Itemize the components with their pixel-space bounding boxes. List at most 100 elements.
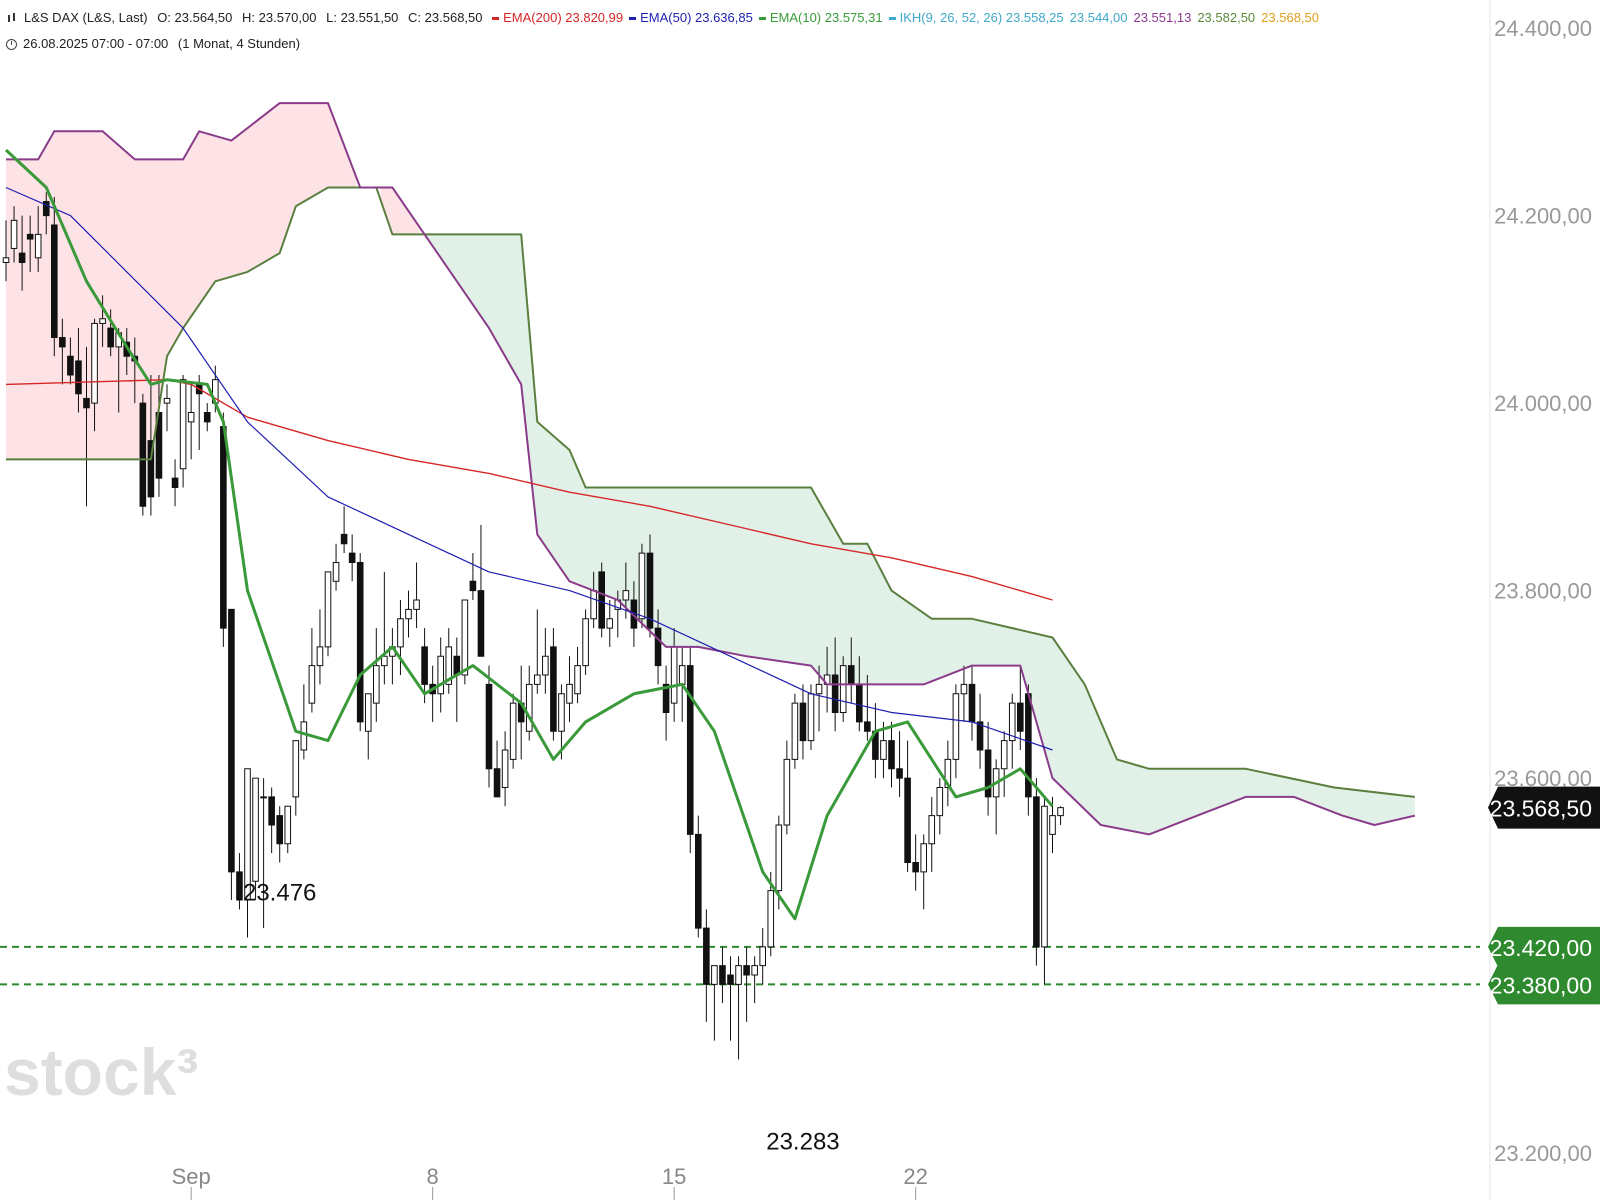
candle-body-down [847,665,855,685]
last-price-label: 23.568,50 [1490,796,1592,822]
candle-body-up [509,702,517,760]
open-value: O: 23.564,50 [157,10,233,25]
candle [437,637,444,713]
candle-body-up [1000,740,1008,770]
candle-body-up [405,608,412,620]
candle-body-down [477,590,485,657]
candle-body-down [896,768,903,779]
candle-body-up [260,796,267,799]
candle [493,740,501,798]
candle [34,206,42,272]
candle [477,525,485,657]
candle [252,777,259,900]
candle [711,965,718,1041]
candle-body-down [686,665,694,835]
candle [606,600,614,647]
candle-body-up [284,805,292,845]
candle-body-up [187,412,195,423]
candle-body-up [711,965,718,985]
candle [695,815,702,938]
candle [18,215,26,291]
candle [864,675,871,741]
candle-body-down [968,683,976,723]
watermark-logo: stock³ [4,1035,198,1109]
candle [260,778,267,929]
candlestick-icon [6,12,18,24]
candle-body-up [590,590,597,620]
candle [99,295,106,347]
candle-body-down [236,871,243,901]
candle [509,693,517,769]
candle [815,665,823,732]
candle-body-up [364,693,372,732]
candle [896,731,903,797]
level-price-label: 23.380,00 [1490,972,1592,998]
candle [10,206,18,263]
candle [936,778,944,835]
candle [992,759,1000,835]
indicator-legend: EMA(200) 23.820,99 EMA(50) 23.636,85 EMA(1… [492,10,1325,25]
candle-body-up [292,740,300,798]
candle [622,562,630,619]
candle [485,665,493,788]
y-tick-label: 24.000,00 [1494,391,1592,416]
candle-body-down [276,815,283,845]
candle [1057,806,1064,825]
candle [574,646,581,704]
indicator-swatch [492,17,500,21]
candle-body-up [332,562,340,582]
candle [727,956,734,1041]
candle-body-down [904,777,911,863]
candle [236,853,243,910]
series-senkou-b [6,102,1416,836]
candle [413,562,420,629]
symbol-name: L&S DAX (L&S, Last) [24,10,148,25]
candle [952,684,960,779]
candle [453,637,461,722]
candle [839,656,847,722]
y-tick-label: 23.200,00 [1494,1141,1592,1166]
candle-body-down [348,552,356,563]
candle [550,628,557,741]
candle-body-up [252,777,259,882]
candle [300,684,308,760]
x-tick-label: 22 [903,1164,927,1189]
candle [340,506,348,554]
candle-body-up [735,965,742,985]
candle-body-up [759,946,767,967]
candle-body-up [413,599,420,610]
candle [783,740,791,835]
candle-body-down [59,337,66,348]
candle [534,609,541,694]
indicator-2: EMA(10) 23.575,31 [758,10,883,25]
candle-body-down [727,974,734,985]
candle [59,318,66,385]
candle-body-up [445,646,453,685]
x-tick-label: 8 [427,1164,439,1189]
candle [686,646,694,854]
candle [1017,665,1024,750]
candle-body-down [340,533,348,545]
candle [51,196,58,357]
candle [373,628,380,722]
candle-body-up [99,318,106,324]
candle-body-up [244,768,251,901]
candle-body-up [678,665,686,685]
candle [171,459,179,507]
time-info: 26.08.2025 07:00 - 07:00 (1 Monat, 4 Stu… [6,36,306,51]
candle [147,375,155,516]
candle [316,609,324,685]
candle [348,534,356,582]
series-senkou-a [6,186,1415,798]
candle [904,740,911,872]
candle-body-down [550,646,557,732]
candle [638,543,646,629]
timestamp: 26.08.2025 07:00 - 07:00 [23,36,169,51]
candle [364,693,372,760]
candle [389,628,396,685]
indicator-swatch [758,17,766,21]
candle [405,590,412,638]
candle [187,384,195,460]
candle-body-up [880,740,887,760]
